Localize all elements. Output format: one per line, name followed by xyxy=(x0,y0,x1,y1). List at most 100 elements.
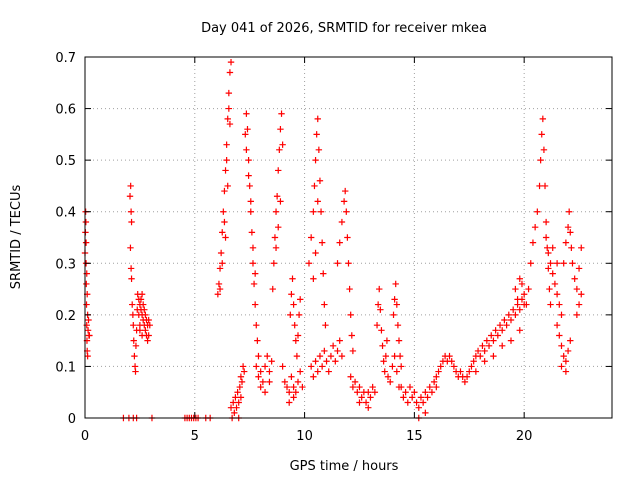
data-point xyxy=(83,301,90,308)
data-point xyxy=(242,131,249,138)
data-point xyxy=(479,342,486,349)
data-point xyxy=(86,332,93,339)
data-point xyxy=(130,321,137,329)
data-point xyxy=(562,239,570,246)
data-point xyxy=(290,394,297,401)
data-point xyxy=(509,306,517,313)
data-point xyxy=(547,301,554,308)
data-point xyxy=(296,368,304,375)
data-point xyxy=(318,239,326,246)
data-point xyxy=(428,389,436,396)
data-point xyxy=(499,342,506,349)
data-point xyxy=(249,244,257,252)
data-point xyxy=(129,301,136,308)
data-point xyxy=(367,394,374,401)
data-point xyxy=(329,342,337,349)
data-point xyxy=(253,363,260,370)
data-point xyxy=(283,383,291,391)
data-point xyxy=(549,244,556,252)
data-point xyxy=(466,368,473,375)
data-point xyxy=(332,358,339,365)
data-point xyxy=(226,120,234,128)
data-point xyxy=(224,115,231,123)
data-point xyxy=(382,352,390,360)
data-point xyxy=(239,363,247,370)
data-point xyxy=(396,352,404,360)
data-point xyxy=(490,337,497,344)
data-point xyxy=(356,399,363,406)
y-tick-label: 0.5 xyxy=(55,154,76,169)
data-point xyxy=(85,316,92,324)
data-point xyxy=(529,239,537,246)
data-point xyxy=(310,275,317,282)
x-tick-label: 20 xyxy=(516,429,533,444)
data-point xyxy=(142,327,149,334)
data-point xyxy=(553,260,561,267)
data-point xyxy=(220,208,227,215)
data-point xyxy=(314,198,321,205)
data-point xyxy=(553,321,561,329)
data-point xyxy=(299,383,306,391)
data-point xyxy=(553,291,561,298)
data-point xyxy=(507,337,515,344)
data-point xyxy=(247,198,254,205)
data-point xyxy=(255,352,262,360)
data-point xyxy=(145,332,152,339)
data-point xyxy=(419,399,427,406)
data-point xyxy=(219,229,226,236)
data-point xyxy=(433,373,440,380)
data-point xyxy=(261,389,269,396)
data-point xyxy=(223,141,230,148)
data-point xyxy=(507,316,515,324)
data-point xyxy=(240,368,248,375)
data-point xyxy=(424,394,431,401)
data-point xyxy=(474,347,482,355)
data-point xyxy=(492,327,499,334)
data-point xyxy=(446,352,453,360)
data-point xyxy=(127,182,134,190)
data-point xyxy=(130,337,137,344)
data-point xyxy=(413,399,420,406)
data-point xyxy=(516,327,523,334)
data-point xyxy=(404,399,411,406)
data-point xyxy=(290,383,297,391)
data-point xyxy=(318,363,326,370)
data-point xyxy=(560,260,567,267)
data-point xyxy=(227,58,235,66)
data-point xyxy=(257,383,264,391)
data-point xyxy=(379,342,386,349)
data-point xyxy=(257,368,264,375)
data-point xyxy=(549,270,556,277)
data-point xyxy=(483,337,491,344)
data-point xyxy=(390,311,397,319)
data-point xyxy=(542,218,550,226)
data-point xyxy=(395,337,403,344)
data-point xyxy=(84,352,91,360)
data-point xyxy=(246,182,253,190)
data-point xyxy=(501,316,508,324)
data-point xyxy=(422,389,429,396)
data-point xyxy=(259,378,267,386)
data-point xyxy=(82,218,90,226)
data-point xyxy=(131,352,138,360)
data-point xyxy=(402,389,409,396)
data-point xyxy=(317,208,325,215)
data-point xyxy=(295,311,303,319)
data-point xyxy=(307,234,315,241)
data-point xyxy=(406,383,414,391)
data-point xyxy=(247,208,254,215)
x-axis-label: GPS time / hours xyxy=(290,459,399,474)
data-point xyxy=(294,378,302,386)
data-point xyxy=(292,337,299,344)
data-point xyxy=(540,146,548,154)
data-point xyxy=(349,383,357,391)
data-point xyxy=(217,249,225,257)
data-point xyxy=(138,332,146,339)
data-point xyxy=(222,167,229,174)
data-point xyxy=(573,285,581,293)
data-point xyxy=(312,156,319,164)
data-point xyxy=(362,399,370,406)
data-point xyxy=(518,280,526,288)
data-point xyxy=(233,404,240,411)
data-point xyxy=(567,337,574,344)
